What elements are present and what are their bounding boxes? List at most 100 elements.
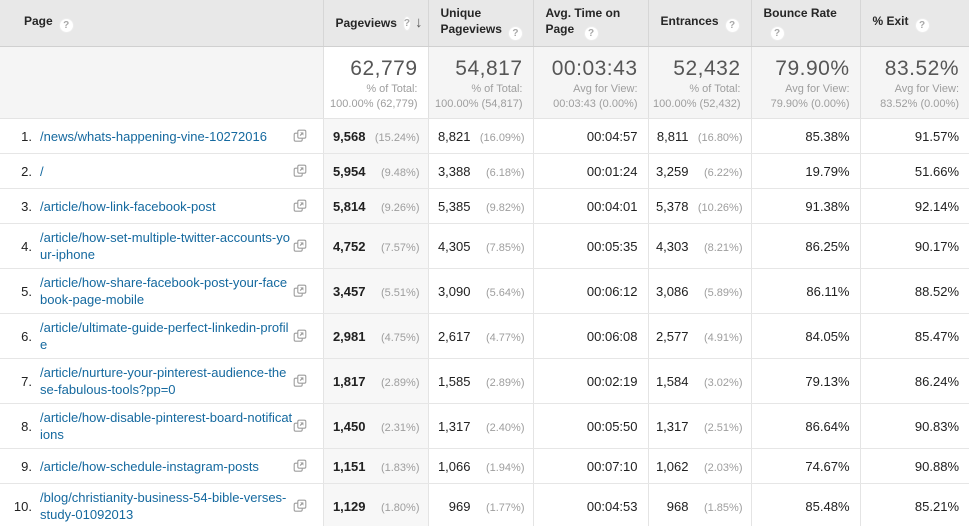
total-sub-label: Avg for View: [573, 83, 638, 95]
page-link[interactable]: /article/how-share-facebook-post-your-fa… [40, 275, 288, 307]
totals-percent-exit: 83.52% Avg for View: 83.52% (0.00%) [859, 46, 969, 119]
unique-pageviews-percent: (4.77%) [485, 331, 525, 344]
percent-exit-value: 86.24% [914, 373, 959, 389]
page-link[interactable]: /article/how-schedule-instagram-posts [40, 458, 259, 474]
unique-pageviews-percent: (2.40%) [485, 421, 525, 434]
page-link[interactable]: /article/how-link-facebook-post [40, 198, 216, 214]
total-sub-value: 100.00% (62,779) [330, 98, 418, 110]
pageviews-value: 5,954 [332, 163, 366, 179]
pageviews-value: 4,752 [332, 238, 366, 254]
avg-time-value: 00:04:01 [586, 198, 638, 214]
pageviews-percent: (7.57%) [380, 241, 420, 254]
total-sub-value: 100.00% (52,432) [653, 98, 741, 110]
entrances-percent: (3.02%) [703, 376, 743, 389]
column-label: % Exit [872, 14, 909, 28]
help-icon[interactable]: ? [914, 18, 930, 33]
bounce-rate-cell: 79.13% [750, 358, 860, 404]
total-sub-label: % of Total: [366, 83, 418, 95]
open-in-new-window-icon[interactable] [293, 239, 307, 253]
entrances-value: 1,062 [655, 458, 689, 474]
column-header-pageviews[interactable]: Pageviews? ↓ [322, 0, 428, 47]
entrances-cell: 2,577 (4.91%) [647, 313, 751, 359]
page-link[interactable]: /article/how-disable-pinterest-board-not… [40, 410, 293, 442]
total-sub-label: % of Total: [471, 83, 523, 95]
row-index: 5. [21, 283, 32, 299]
entrances-value: 3,259 [655, 163, 689, 179]
percent-exit-cell: 85.47% [859, 313, 969, 359]
column-header-entrances[interactable]: Entrances? [647, 0, 751, 47]
avg-time-cell: 00:01:24 [532, 153, 648, 189]
pageviews-cell: 1,817 (2.89%) [322, 358, 428, 404]
open-in-new-window-icon[interactable] [293, 164, 307, 178]
pageviews-cell: 1,129 (1.80%) [322, 483, 428, 526]
open-in-new-window-icon[interactable] [293, 199, 307, 213]
sort-descending-icon[interactable]: ↓ [414, 14, 423, 31]
page-link[interactable]: /article/nurture-your-pinterest-audience… [40, 365, 287, 397]
entrances-cell: 1,584 (3.02%) [647, 358, 751, 404]
page-cell: 9. /article/how-schedule-instagram-posts [0, 448, 323, 484]
column-header-avg-time-on-page[interactable]: Avg. Time on Page ? [532, 0, 648, 47]
help-icon[interactable]: ? [724, 18, 740, 33]
row-index: 1. [21, 128, 32, 144]
pageviews-percent: (2.31%) [380, 421, 420, 434]
page-link[interactable]: /blog/christianity-business-54-bible-ver… [40, 490, 287, 522]
avg-time-cell: 00:06:08 [532, 313, 648, 359]
percent-exit-value: 90.83% [914, 418, 959, 434]
help-icon[interactable]: ? [507, 26, 523, 41]
column-header-page[interactable]: Page? [0, 0, 323, 47]
open-in-new-window-icon[interactable] [293, 499, 307, 513]
row-index: 7. [21, 373, 32, 389]
unique-pageviews-cell: 1,066 (1.94%) [427, 448, 533, 484]
open-in-new-window-icon[interactable] [293, 459, 307, 473]
bounce-rate-value: 19.79% [805, 163, 850, 179]
percent-exit-cell: 90.17% [859, 223, 969, 269]
bounce-rate-cell: 85.48% [750, 483, 860, 526]
unique-pageviews-value: 3,388 [437, 163, 471, 179]
percent-exit-cell: 85.21% [859, 483, 969, 526]
help-icon[interactable]: ? [402, 15, 411, 31]
column-header-bounce-rate[interactable]: Bounce Rate? [750, 0, 860, 47]
open-in-new-window-icon[interactable] [293, 129, 307, 143]
pageviews-percent: (1.80%) [380, 501, 420, 514]
open-in-new-window-icon[interactable] [293, 419, 307, 433]
unique-pageviews-value: 8,821 [437, 128, 471, 144]
unique-pageviews-cell: 2,617 (4.77%) [427, 313, 533, 359]
avg-time-value: 00:01:24 [586, 163, 638, 179]
total-sub-label: % of Total: [689, 83, 741, 95]
column-label: Avg. Time on Page [545, 6, 621, 36]
table-row: 5. /article/how-share-facebook-post-your… [0, 268, 969, 314]
open-in-new-window-icon[interactable] [293, 329, 307, 343]
help-icon[interactable]: ? [58, 18, 74, 33]
avg-time-value: 00:05:35 [586, 238, 638, 254]
page-link[interactable]: /article/how-set-multiple-twitter-accoun… [40, 230, 290, 262]
percent-exit-cell: 90.83% [859, 403, 969, 449]
open-in-new-window-icon[interactable] [293, 374, 307, 388]
entrances-percent: (6.22%) [703, 166, 743, 179]
open-in-new-window-icon[interactable] [293, 284, 307, 298]
unique-pageviews-cell: 4,305 (7.85%) [427, 223, 533, 269]
page-link[interactable]: /article/ultimate-guide-perfect-linkedin… [40, 320, 289, 352]
column-label: Entrances [660, 14, 719, 28]
page-cell: 7. /article/nurture-your-pinterest-audie… [0, 358, 323, 404]
totals-page-cell [0, 46, 323, 119]
page-link[interactable]: /news/whats-happening-vine-10272016 [40, 128, 267, 144]
column-header-unique-pageviews[interactable]: Unique Pageviews? [427, 0, 533, 47]
pageviews-value: 2,981 [332, 328, 366, 344]
pageviews-cell: 1,450 (2.31%) [322, 403, 428, 449]
bounce-rate-value: 84.05% [805, 328, 850, 344]
bounce-rate-cell: 85.38% [750, 118, 860, 154]
page-cell: 1. /news/whats-happening-vine-10272016 [0, 118, 323, 154]
page-cell: 2. / [0, 153, 323, 189]
help-icon[interactable]: ? [583, 26, 599, 41]
help-icon[interactable]: ? [769, 26, 785, 41]
entrances-value: 5,378 [655, 198, 689, 214]
unique-pageviews-cell: 3,090 (5.64%) [427, 268, 533, 314]
column-header-percent-exit[interactable]: % Exit? [859, 0, 969, 47]
avg-time-value: 00:02:19 [586, 373, 638, 389]
unique-pageviews-cell: 1,585 (2.89%) [427, 358, 533, 404]
unique-pageviews-percent: (1.94%) [485, 461, 525, 474]
page-link[interactable]: / [40, 163, 44, 179]
unique-pageviews-value: 4,305 [437, 238, 471, 254]
bounce-rate-cell: 86.64% [750, 403, 860, 449]
